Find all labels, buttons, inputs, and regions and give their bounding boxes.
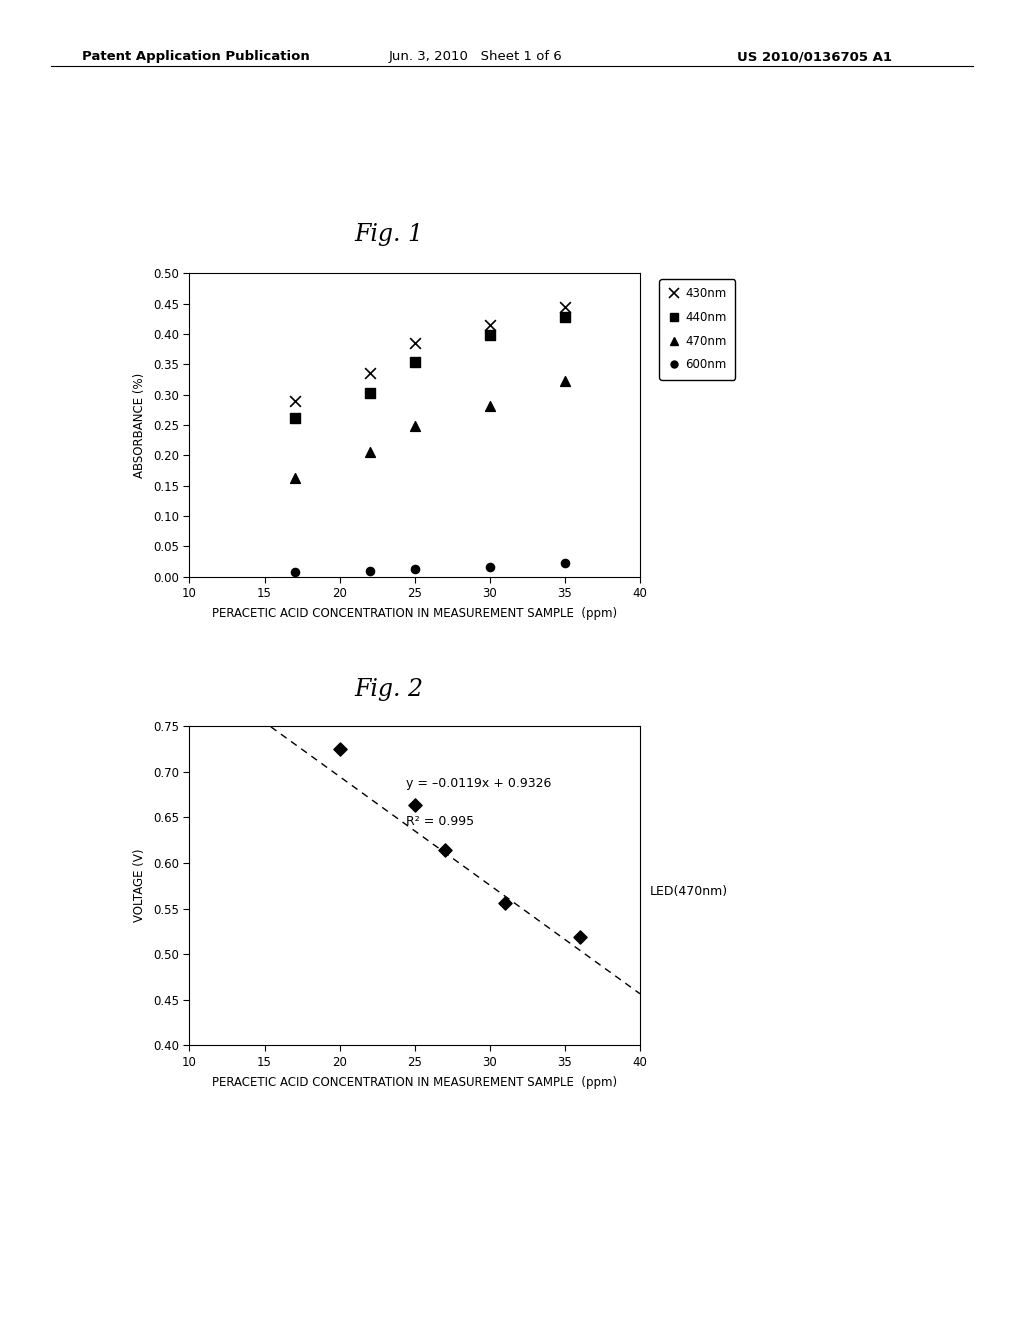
Point xyxy=(557,553,573,574)
Point xyxy=(361,442,378,463)
Point xyxy=(407,558,423,579)
Point xyxy=(361,363,378,384)
Point xyxy=(407,795,423,816)
Text: LED(470nm): LED(470nm) xyxy=(650,884,728,898)
Point xyxy=(481,325,498,346)
Point xyxy=(287,407,303,428)
Point xyxy=(481,557,498,578)
Text: US 2010/0136705 A1: US 2010/0136705 A1 xyxy=(737,50,892,63)
Point xyxy=(557,371,573,392)
Text: y = –0.0119x + 0.9326: y = –0.0119x + 0.9326 xyxy=(406,777,551,789)
Point xyxy=(436,840,453,861)
Y-axis label: VOLTAGE (V): VOLTAGE (V) xyxy=(133,849,146,923)
Point xyxy=(407,416,423,437)
Point xyxy=(557,306,573,327)
Point xyxy=(407,352,423,374)
Y-axis label: ABSORBANCE (%): ABSORBANCE (%) xyxy=(133,372,146,478)
Point xyxy=(497,892,513,913)
Text: Fig. 2: Fig. 2 xyxy=(354,677,424,701)
Point xyxy=(481,314,498,335)
Point xyxy=(571,927,588,948)
Point xyxy=(557,296,573,317)
Point xyxy=(407,333,423,354)
Text: Jun. 3, 2010   Sheet 1 of 6: Jun. 3, 2010 Sheet 1 of 6 xyxy=(389,50,563,63)
Text: Patent Application Publication: Patent Application Publication xyxy=(82,50,309,63)
Legend: 430nm, 440nm, 470nm, 600nm: 430nm, 440nm, 470nm, 600nm xyxy=(659,279,735,380)
Text: R² = 0.995: R² = 0.995 xyxy=(406,816,474,829)
Point xyxy=(361,560,378,581)
Point xyxy=(481,395,498,416)
X-axis label: PERACETIC ACID CONCENTRATION IN MEASUREMENT SAMPLE  (ppm): PERACETIC ACID CONCENTRATION IN MEASUREM… xyxy=(212,607,617,620)
Point xyxy=(332,738,348,759)
Text: Fig. 1: Fig. 1 xyxy=(354,223,424,247)
X-axis label: PERACETIC ACID CONCENTRATION IN MEASUREMENT SAMPLE  (ppm): PERACETIC ACID CONCENTRATION IN MEASUREM… xyxy=(212,1076,617,1089)
Point xyxy=(287,561,303,582)
Point xyxy=(287,391,303,412)
Point xyxy=(361,383,378,404)
Point xyxy=(287,467,303,488)
